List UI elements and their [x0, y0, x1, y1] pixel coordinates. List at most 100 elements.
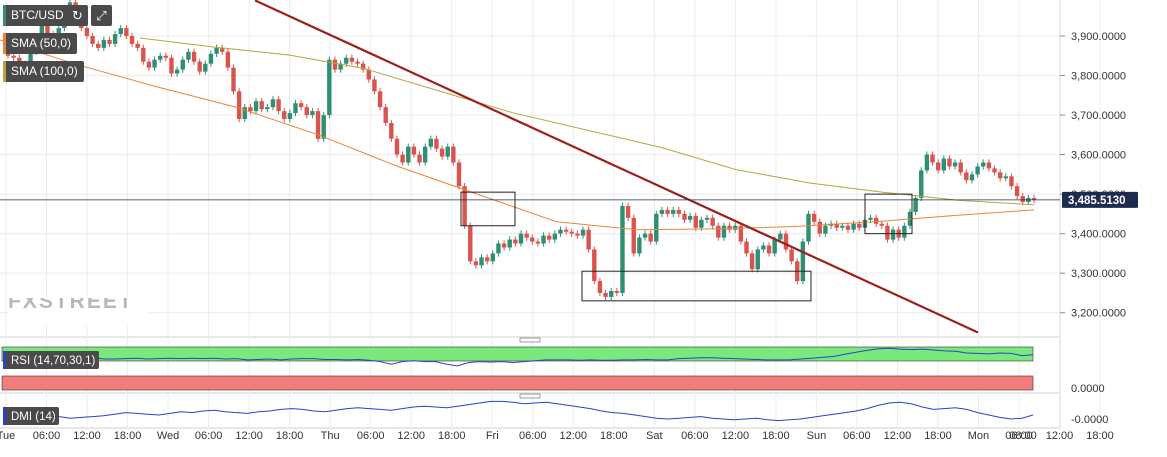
- candle-body: [811, 213, 817, 222]
- candle-body: [614, 290, 620, 293]
- candle-body: [654, 213, 659, 242]
- candle-body: [716, 225, 721, 238]
- current-price-label: 3,485.5130: [1068, 195, 1126, 207]
- x-tick-label: 18:00: [600, 430, 628, 442]
- candle-body: [755, 249, 760, 270]
- candle-body: [592, 249, 597, 282]
- candle-body: [671, 209, 676, 214]
- candle-body: [710, 217, 715, 226]
- candle-body: [507, 239, 512, 248]
- candle-body: [699, 219, 704, 228]
- candle-body: [738, 225, 744, 242]
- candle-body: [146, 61, 152, 68]
- candle-body: [913, 198, 918, 212]
- candle-body: [873, 217, 879, 224]
- candle-body: [355, 61, 360, 64]
- candle-body: [857, 223, 862, 228]
- candle-body: [603, 292, 608, 297]
- candle-body: [518, 233, 524, 244]
- candle-body: [682, 213, 687, 220]
- sma100-legend[interactable]: SMA (100,0): [3, 61, 84, 82]
- panel-resize-handle[interactable]: [519, 337, 541, 343]
- candle-body: [253, 101, 259, 112]
- candle-body: [468, 225, 473, 262]
- candle-body: [332, 59, 338, 70]
- candle-body: [952, 162, 958, 167]
- candle-body: [180, 59, 185, 70]
- x-tick-label: Tue: [0, 430, 15, 442]
- rsi-legend-label-accent: [3, 351, 6, 369]
- candle-body: [975, 166, 980, 175]
- rsi-y-tick-label: 0.0000: [1071, 383, 1105, 395]
- x-tick-label: 18:00: [276, 430, 304, 442]
- dmi-legend-label[interactable]: DMI (14): [11, 411, 56, 423]
- candle-body: [997, 172, 1003, 179]
- candle-body: [845, 225, 851, 230]
- candle-body: [789, 249, 794, 262]
- candle-body: [563, 229, 569, 232]
- candle-body: [772, 239, 777, 254]
- candle-body: [372, 79, 377, 92]
- candle-body: [625, 205, 631, 218]
- candle-body: [406, 146, 411, 163]
- symbol-badge[interactable]: BTC/USD: [3, 5, 70, 26]
- sma50-legend-label: SMA (50,0): [11, 36, 72, 50]
- candle-body: [541, 235, 546, 244]
- x-tick-label: 12:00: [722, 430, 750, 442]
- candle-body: [733, 225, 738, 230]
- x-tick-label: 06:00: [33, 430, 61, 442]
- candle-body: [84, 28, 90, 36]
- candle-body: [704, 217, 710, 220]
- y-tick-label: 3,300.0000: [1071, 268, 1126, 280]
- symbol-label: BTC/USD: [11, 8, 64, 22]
- candle-body: [428, 138, 434, 147]
- sma100-line: [139, 37, 1035, 206]
- candle-body: [304, 107, 309, 116]
- candle-body: [637, 237, 642, 254]
- x-tick-label: 06:00: [681, 430, 709, 442]
- x-tick-label: 12:00: [235, 430, 263, 442]
- candle-body: [112, 34, 118, 44]
- panel-resize-handle[interactable]: [519, 393, 541, 399]
- candle-body: [282, 111, 287, 120]
- candle-body: [259, 101, 264, 110]
- candle-body: [327, 59, 332, 116]
- candle-body: [445, 146, 450, 157]
- x-tick-label: 18:00: [924, 430, 952, 442]
- candle-body: [778, 233, 783, 240]
- candle-body: [676, 209, 682, 214]
- candle-body: [580, 229, 586, 236]
- refresh-icon[interactable]: ↻: [67, 5, 88, 26]
- dmi-legend-label-bg: [3, 407, 59, 425]
- candle-body: [377, 91, 383, 108]
- x-tick-label: 12:00: [73, 430, 101, 442]
- candle-body: [964, 172, 969, 181]
- candle-body: [992, 168, 997, 173]
- sma100-legend-label: SMA (100,0): [11, 64, 78, 78]
- sma50-legend[interactable]: SMA (50,0): [3, 33, 78, 54]
- candle-body: [969, 174, 975, 181]
- candle-body: [546, 235, 552, 240]
- rsi-legend-label[interactable]: RSI (14,70,30,1): [11, 355, 96, 367]
- candle-body: [496, 243, 501, 254]
- candle-body: [524, 233, 529, 238]
- candle-body: [118, 28, 123, 35]
- candle-body: [197, 61, 202, 72]
- x-tick-label: Sat: [646, 430, 663, 442]
- candle-body: [484, 257, 490, 262]
- y-tick-label: 3,800.0000: [1071, 71, 1126, 83]
- candle-body: [214, 47, 219, 54]
- x-tick-label: 06:00: [519, 430, 547, 442]
- candle-body: [761, 245, 766, 250]
- candle-body: [902, 225, 907, 238]
- candle-body: [642, 233, 648, 238]
- candle-body: [744, 241, 749, 254]
- expand-icon[interactable]: ⤢: [91, 5, 112, 26]
- candle-body: [400, 154, 405, 163]
- candle-body: [513, 239, 518, 244]
- candle-body: [473, 261, 479, 266]
- candle-body: [231, 67, 236, 92]
- candle-body: [851, 223, 856, 230]
